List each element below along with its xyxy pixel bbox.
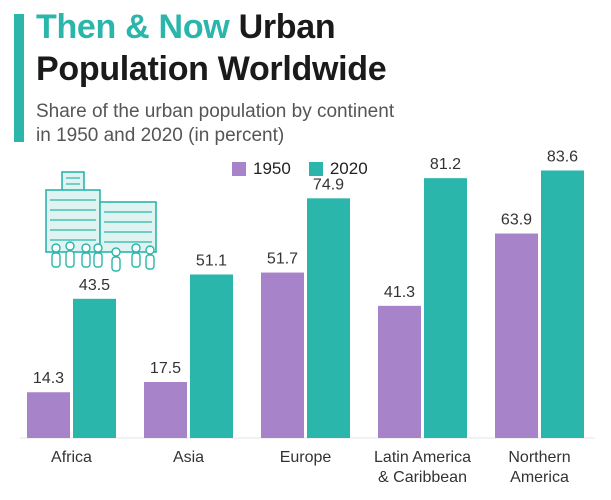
bar-2020-4 xyxy=(541,170,584,439)
data-label-1950-1: 17.5 xyxy=(150,360,181,377)
data-label-2020-2: 74.9 xyxy=(313,176,344,193)
data-label-1950-2: 51.7 xyxy=(267,251,298,268)
legend-swatch-2020 xyxy=(308,162,323,176)
data-label-1950-0: 14.3 xyxy=(33,370,64,387)
city-building-people-icon xyxy=(45,171,157,272)
bar-2020-2 xyxy=(307,198,350,438)
title-line2: Population Worldwide xyxy=(36,50,387,88)
chart-title: Then & Now Urban Population Worldwide xyxy=(36,6,387,90)
bar-2020-3 xyxy=(424,178,467,438)
category-label-3-1: & Caribbean xyxy=(378,469,467,486)
bar-2020-1 xyxy=(190,274,233,438)
legend-swatch-1950 xyxy=(232,162,246,176)
title-highlight: Then & Now xyxy=(36,8,230,46)
chart-subtitle: Share of the urban population by contine… xyxy=(36,100,516,148)
category-label-0-0: Africa xyxy=(51,449,92,466)
bar-1950-2 xyxy=(261,272,304,438)
bar-1950-1 xyxy=(144,382,187,438)
legend-item-2020: 2020 xyxy=(308,159,368,179)
data-label-2020-1: 51.1 xyxy=(196,252,227,269)
legend: 1950 2020 xyxy=(232,158,368,180)
bar-1950-4 xyxy=(495,233,538,438)
title-word: Urban xyxy=(238,8,336,46)
legend-item-1950: 1950 xyxy=(232,159,291,179)
legend-label-2020: 2020 xyxy=(329,159,368,178)
bar-1950-0 xyxy=(27,392,70,438)
accent-bar xyxy=(14,14,24,142)
bar-1950-3 xyxy=(378,305,421,438)
legend-label-1950: 1950 xyxy=(253,159,291,178)
subtitle-line2: in 1950 and 2020 (in percent) xyxy=(36,125,285,146)
data-label-1950-3: 41.3 xyxy=(384,284,415,301)
data-label-1950-4: 63.9 xyxy=(501,212,532,229)
category-label-4-1: America xyxy=(510,469,569,486)
category-label-2-0: Europe xyxy=(280,449,332,466)
data-label-2020-0: 43.5 xyxy=(79,277,110,294)
category-label-4-0: Northern xyxy=(508,449,570,466)
category-label-3-0: Latin America xyxy=(374,449,471,466)
data-label-2020-3: 81.2 xyxy=(430,156,461,173)
data-label-2020-4: 83.6 xyxy=(547,148,578,165)
bar-2020-0 xyxy=(73,298,116,438)
category-label-1-0: Asia xyxy=(173,449,204,466)
subtitle-line1: Share of the urban population by contine… xyxy=(36,101,395,122)
